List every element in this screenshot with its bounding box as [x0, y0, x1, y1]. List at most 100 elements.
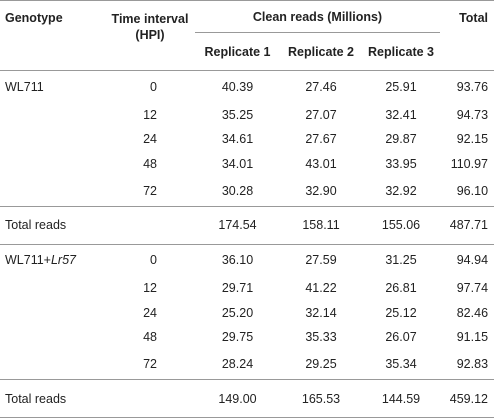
value-cell: 43.01 — [305, 156, 337, 171]
time-cell: 48 — [143, 330, 157, 345]
genotype-cell: WL711 — [0, 71, 105, 103]
total-row: Total reads 149.00 165.53 144.59 459.12 — [0, 379, 494, 418]
header-cell: Replicate 3 — [362, 32, 441, 71]
header-cell: Time interval (HPI) — [105, 0, 195, 71]
value-cell: 35.33 — [305, 330, 337, 345]
value-cell: 94.94 — [456, 253, 489, 268]
total-label: Total reads — [0, 206, 105, 245]
value-cell: 110.97 — [450, 156, 489, 171]
data-row: 72 28.24 29.25 35.34 92.83 — [0, 349, 494, 380]
value-cell: 29.25 — [280, 349, 362, 380]
value-cell: 36.10 — [221, 253, 254, 268]
data-row: WL711 0 40.39 27.46 25.91 93.76 — [0, 71, 494, 103]
time-cell: 24 — [143, 305, 157, 320]
value-cell: 25.20 — [221, 305, 254, 320]
genotype-cell — [0, 325, 105, 350]
total-value: 165.53 — [280, 379, 362, 418]
value-cell: 32.90 — [280, 176, 362, 207]
value-cell: 29.87 — [385, 132, 417, 147]
header-row: Replicate 1 Replicate 2 Replicate 3 — [0, 32, 494, 71]
time-cell: 0 — [150, 253, 157, 268]
genotype-text: WL711+ — [5, 253, 51, 268]
genotype-text: WL711 — [5, 79, 44, 94]
data-row: 72 30.28 32.90 32.92 96.10 — [0, 176, 494, 207]
value-cell: 28.24 — [195, 349, 280, 380]
data-row: 48 29.75 35.33 26.07 91.15 — [0, 325, 494, 350]
total-value: 174.54 — [195, 206, 280, 245]
data-row: 48 34.01 43.01 33.95 110.97 — [0, 152, 494, 177]
header-row: Genotype Time interval (HPI) Clean reads (M… — [0, 0, 494, 71]
value-cell: 92.83 — [440, 349, 494, 380]
total-value: 459.12 — [440, 379, 494, 418]
genotype-cell — [0, 349, 105, 380]
table-header: Genotype Time interval (HPI) Clean reads (M… — [0, 0, 494, 71]
table-body: WL711 0 40.39 27.46 25.91 93.76 12 35.25 27.07 32… — [0, 71, 494, 418]
total-row: Total reads 174.54 158.11 155.06 487.71 — [0, 206, 494, 245]
data-row: 12 29.71 41.22 26.81 97.74 — [0, 276, 494, 301]
value-cell: 96.10 — [440, 176, 494, 207]
genotype-cell — [0, 301, 105, 326]
value-cell: 27.59 — [305, 253, 337, 268]
time-cell: 48 — [143, 156, 157, 171]
value-cell: 33.95 — [385, 156, 417, 171]
header-cell: Total — [440, 0, 494, 71]
data-row: 24 25.20 32.14 25.12 82.46 — [0, 301, 494, 326]
header-cell: Genotype — [0, 0, 105, 71]
time-cell: 12 — [143, 107, 157, 122]
total-value: 487.71 — [440, 206, 494, 245]
value-cell: 32.14 — [305, 305, 337, 320]
time-cell: 0 — [150, 79, 157, 94]
genotype-cell — [0, 276, 105, 301]
header-cell: Clean reads (Millions) — [195, 0, 441, 33]
value-cell: 35.25 — [221, 107, 254, 122]
genotype-text: Lr57 — [50, 253, 77, 268]
time-cell: 72 — [105, 176, 195, 207]
time-cell: 12 — [143, 281, 157, 296]
header-line: Time interval — [111, 12, 189, 26]
value-cell: 26.81 — [385, 281, 417, 296]
value-cell: 82.46 — [456, 305, 489, 320]
value-cell: 31.25 — [385, 253, 417, 268]
value-cell: 41.22 — [305, 281, 337, 296]
value-cell: 93.76 — [456, 79, 489, 94]
data-row: 12 35.25 27.07 32.41 94.73 — [0, 103, 494, 128]
value-cell: 40.39 — [221, 79, 254, 94]
value-cell: 34.61 — [221, 132, 254, 147]
value-cell: 27.07 — [305, 107, 337, 122]
value-cell: 27.67 — [305, 132, 337, 147]
total-value: 144.59 — [362, 379, 441, 418]
genotype-cell — [0, 127, 105, 152]
value-cell: 25.12 — [385, 305, 417, 320]
data-row: WL711+Lr57 0 36.10 27.59 31.25 94.94 — [0, 244, 494, 276]
value-cell: 27.46 — [305, 79, 337, 94]
value-cell: 35.34 — [362, 349, 441, 380]
header-line: (HPI) — [135, 28, 165, 42]
total-value: 158.11 — [280, 206, 362, 245]
value-cell: 32.41 — [385, 107, 417, 122]
data-row: 24 34.61 27.67 29.87 92.15 — [0, 127, 494, 152]
value-cell: 91.15 — [456, 330, 489, 345]
empty-cell — [105, 379, 195, 418]
genotype-cell: WL711+Lr57 — [0, 244, 105, 276]
genotype-cell — [0, 152, 105, 177]
header-cell: Replicate 1 — [195, 32, 280, 71]
value-cell: 25.91 — [385, 79, 417, 94]
value-cell: 32.92 — [362, 176, 441, 207]
value-cell: 34.01 — [221, 156, 254, 171]
value-cell: 29.71 — [221, 281, 254, 296]
total-label: Total reads — [0, 379, 105, 418]
value-cell: 92.15 — [456, 132, 489, 147]
total-value: 155.06 — [362, 206, 441, 245]
total-value: 149.00 — [195, 379, 280, 418]
time-cell: 72 — [105, 349, 195, 380]
value-cell: 30.28 — [195, 176, 280, 207]
genotype-cell — [0, 103, 105, 128]
empty-cell — [105, 206, 195, 245]
value-cell: 26.07 — [385, 330, 417, 345]
value-cell: 97.74 — [456, 281, 489, 296]
value-cell: 94.73 — [456, 107, 489, 122]
genotype-cell — [0, 176, 105, 207]
value-cell: 29.75 — [221, 330, 254, 345]
